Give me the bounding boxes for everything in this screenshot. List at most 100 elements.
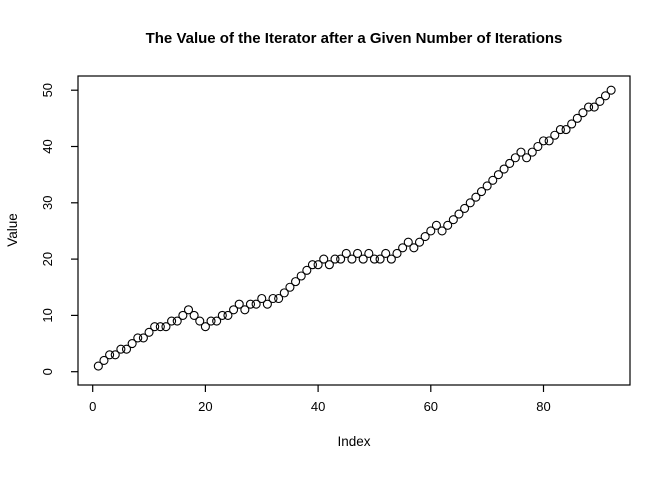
data-point [195, 316, 205, 326]
data-point [527, 147, 537, 157]
data-point [499, 164, 509, 174]
y-tick-label: 30 [40, 196, 55, 210]
data-point [533, 141, 543, 152]
data-point [589, 102, 599, 112]
data-point [150, 322, 160, 332]
y-tick-label: 40 [40, 139, 55, 153]
data-point [448, 215, 458, 225]
data-point [257, 293, 267, 304]
data-point [595, 96, 605, 107]
data-point [364, 248, 374, 259]
x-axis-title: Index [337, 434, 370, 449]
data-point [437, 226, 447, 236]
data-point [245, 299, 256, 309]
data-point [409, 243, 419, 253]
data-point [279, 288, 289, 298]
data-point [133, 333, 143, 343]
data-point [465, 198, 475, 208]
data-point [285, 282, 295, 292]
data-point [155, 322, 165, 332]
data-point [262, 299, 272, 309]
data-point [567, 119, 577, 129]
data-point [116, 344, 126, 354]
data-point [127, 338, 137, 349]
data-point [167, 316, 177, 326]
data-point [392, 248, 402, 259]
data-point [206, 316, 216, 326]
data-point [110, 350, 120, 360]
y-axis: 0 10 20 30 40 50 [40, 83, 78, 375]
data-point [105, 350, 115, 360]
data-point [386, 254, 396, 264]
data-point [476, 186, 487, 197]
data-point [217, 310, 227, 320]
data-point [307, 260, 318, 270]
data-point [223, 310, 233, 320]
x-tick-label: 0 [89, 399, 96, 414]
data-point [341, 248, 351, 259]
y-tick-label: 50 [40, 83, 55, 97]
data-point [144, 327, 154, 337]
data-point [584, 102, 594, 112]
x-tick-label: 20 [198, 399, 212, 414]
data-point [302, 265, 312, 275]
data-point [505, 158, 515, 168]
data-point [460, 203, 470, 213]
data-point [482, 181, 492, 191]
chart-title: The Value of the Iterator after a Given … [146, 30, 563, 47]
data-point [268, 293, 278, 304]
data-point [544, 136, 554, 146]
data-point [121, 344, 132, 354]
data-point [493, 170, 503, 180]
data-point [522, 153, 532, 163]
data-point [291, 277, 301, 287]
y-tick-label: 10 [40, 308, 55, 322]
data-point [555, 125, 565, 135]
data-point [398, 243, 408, 253]
data-point [330, 254, 340, 264]
data-point [347, 254, 357, 264]
data-point [538, 136, 549, 146]
data-point [600, 91, 611, 101]
data-point [189, 310, 199, 320]
data-point [336, 254, 346, 264]
data-point [431, 220, 441, 230]
data-point [403, 237, 413, 247]
data-point [352, 248, 363, 259]
data-point [471, 192, 481, 202]
data-point [414, 237, 425, 247]
plot-border [77, 75, 631, 386]
data-point [516, 147, 526, 157]
data-point [93, 361, 103, 371]
data-point [212, 316, 222, 326]
data-point [240, 305, 250, 315]
data-point [578, 108, 588, 118]
data-point [200, 322, 210, 332]
data-point [426, 226, 436, 236]
data-point [313, 260, 323, 270]
data-point [369, 254, 380, 264]
data-point [550, 130, 560, 140]
data-point [229, 305, 239, 315]
data-point [488, 175, 498, 185]
data-point [319, 254, 329, 264]
data-point [183, 305, 194, 315]
data-point [99, 355, 109, 365]
y-axis-title: Value [5, 213, 20, 247]
data-point [138, 333, 148, 343]
x-tick-label: 60 [424, 399, 438, 414]
data-point [443, 220, 453, 230]
data-point [234, 299, 244, 309]
data-point [606, 85, 616, 95]
data-point [178, 310, 188, 320]
y-tick-label: 20 [40, 252, 55, 266]
data-point [420, 232, 430, 242]
x-tick-label: 80 [536, 399, 550, 414]
data-points [93, 85, 616, 371]
data-point [572, 113, 582, 123]
data-point [358, 254, 368, 264]
data-point [324, 260, 334, 270]
data-point [561, 125, 571, 135]
